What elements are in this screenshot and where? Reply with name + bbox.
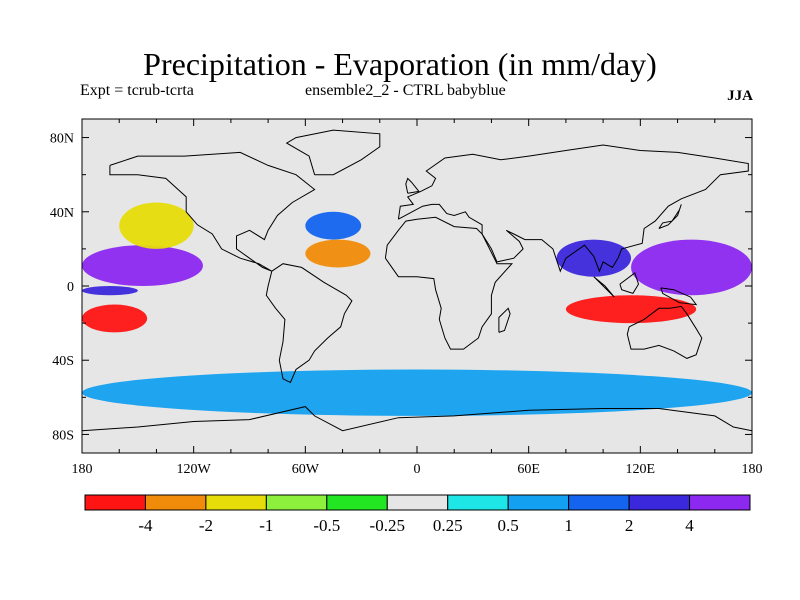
colorbar-label: 4 <box>685 516 694 535</box>
coastline-11 <box>498 307 511 333</box>
coastline-1 <box>265 263 353 384</box>
colorbar-swatch <box>84 494 146 511</box>
coastline-8 <box>593 276 615 298</box>
region-southern-ocean-moist <box>82 369 752 416</box>
region-maritime-continent-dry <box>565 295 697 324</box>
coastline-4 <box>626 305 703 359</box>
colorbar-label: -1 <box>259 516 273 535</box>
colorbar-label: -0.5 <box>313 516 340 535</box>
colorbar-label: 0.25 <box>433 516 463 535</box>
coastline-10 <box>660 287 698 306</box>
coastline-3 <box>397 144 749 273</box>
coastline-0 <box>109 151 316 272</box>
region-east-pacific-south-wet <box>82 286 138 296</box>
region-south-pacific-dry <box>82 304 148 333</box>
y-tick-label: 40S <box>52 354 74 369</box>
colorbar-swatch <box>205 494 267 511</box>
y-tick-label: 40N <box>50 206 74 221</box>
region-north-atlantic-dry <box>305 239 371 268</box>
region-west-pacific-wet <box>631 239 752 296</box>
colorbar-label: -4 <box>138 516 153 535</box>
coastline-5 <box>285 129 381 176</box>
experiment-label: Expt = tcrub-tcrta <box>80 82 194 99</box>
x-axis: 180 120W 60W 0 60E 120E 180 <box>72 119 763 477</box>
chart-title: Precipitation - Evaporation (in mm/day) <box>143 46 657 82</box>
x-tick-label: 120W <box>177 462 212 477</box>
coastline-2 <box>384 216 514 350</box>
x-tick-label: 0 <box>414 462 421 477</box>
colorbar-label: -0.25 <box>370 516 405 535</box>
colorbar-label: 2 <box>625 516 634 535</box>
y-tick-label: 0 <box>67 280 74 295</box>
coastline-6 <box>82 406 752 432</box>
colorbar-swatch <box>628 494 691 511</box>
coastline-9 <box>619 272 640 295</box>
x-tick-label: 60E <box>517 462 540 477</box>
colorbar-label: 0.5 <box>498 516 519 535</box>
colorbar-swatch <box>265 494 328 511</box>
colorbar-label: 1 <box>564 516 573 535</box>
colorbar-swatch <box>507 494 570 511</box>
region-north-pacific-dry <box>119 202 194 249</box>
season-label: JJA <box>727 88 753 104</box>
x-tick-label: 180 <box>72 462 93 477</box>
coastlines <box>82 129 752 432</box>
x-tick-label: 180 <box>742 462 763 477</box>
ensemble-label: ensemble2_2 - CTRL babyblue <box>305 82 506 99</box>
colorbar-swatch <box>144 494 207 511</box>
colorbar-swatch <box>568 494 630 511</box>
region-east-pacific-itcz-wet <box>82 245 203 286</box>
anomaly-regions <box>82 202 752 416</box>
colorbar-label: -2 <box>199 516 213 535</box>
y-tick-label: 80N <box>50 132 74 147</box>
colorbar: -4 -2 -1 -0.5 -0.25 0.25 0.5 1 2 4 <box>84 494 751 535</box>
y-tick-label: 80S <box>52 428 74 443</box>
coastline-7 <box>658 204 682 229</box>
colorbar-swatch <box>386 494 449 511</box>
colorbar-swatch <box>326 494 388 511</box>
x-tick-label: 120E <box>626 462 656 477</box>
map-field <box>82 119 752 453</box>
x-tick-label: 60W <box>292 462 320 477</box>
region-indian-ocean-wet <box>556 239 632 277</box>
coastline-12 <box>405 177 420 194</box>
colorbar-swatch <box>689 494 751 511</box>
y-axis: 80N 40N 0 40S 80S <box>50 132 752 443</box>
region-north-atlantic-wet <box>305 211 362 240</box>
colorbar-swatch <box>447 494 509 511</box>
